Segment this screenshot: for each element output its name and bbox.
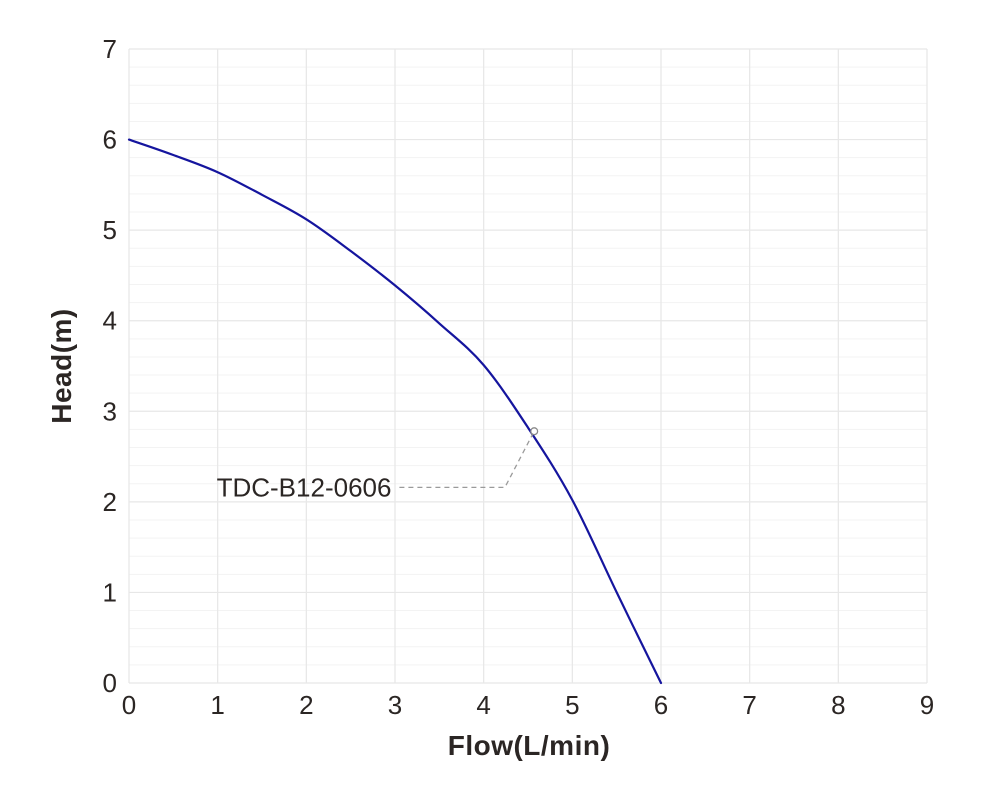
x-tick-label: 2	[299, 690, 313, 720]
y-tick-label: 2	[103, 487, 117, 517]
y-tick-label: 3	[103, 396, 117, 426]
y-tick-label: 0	[103, 668, 117, 698]
grid-major-group	[128, 48, 928, 684]
x-tick-label: 6	[654, 690, 668, 720]
y-tick-label: 1	[103, 577, 117, 607]
x-tick-label: 4	[476, 690, 490, 720]
x-tick-label: 5	[565, 690, 579, 720]
x-tick-label: 9	[920, 690, 934, 720]
x-tick-label: 3	[388, 690, 402, 720]
y-tick-label: 6	[103, 125, 117, 155]
x-axis-title: Flow(L/min)	[447, 730, 611, 761]
annotation-group: TDC-B12-0606	[217, 427, 539, 502]
x-tick-label: 1	[210, 690, 224, 720]
y-tick-label: 5	[103, 215, 117, 245]
y-axis-title: Head(m)	[46, 308, 77, 424]
tick-labels-group: 0 1 2 3 4 5 6 7 8 9 0 1 2 3 4 5 6 7	[103, 34, 935, 720]
x-tick-label: 0	[122, 690, 136, 720]
grid-minor-group	[129, 66, 927, 666]
annotation-leader-line	[399, 430, 535, 489]
y-tick-label: 4	[103, 306, 117, 336]
x-tick-label: 7	[742, 690, 756, 720]
series-label: TDC-B12-0606	[217, 472, 392, 502]
y-tick-label: 7	[103, 34, 117, 64]
curve-marker-point	[530, 427, 539, 436]
x-tick-label: 8	[831, 690, 845, 720]
pump-curve	[127, 138, 663, 685]
